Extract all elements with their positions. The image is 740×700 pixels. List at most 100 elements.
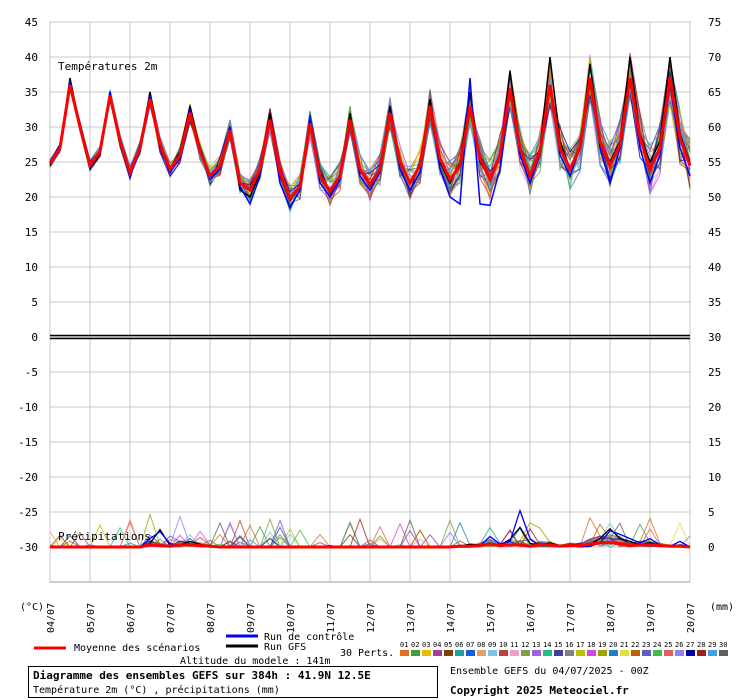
left-tick-label: 35 <box>25 86 38 99</box>
right-tick-label: 5 <box>708 506 715 519</box>
pert-number: 03 <box>422 641 430 649</box>
pert-swatch <box>708 650 717 656</box>
x-tick-label: 08/07 <box>206 603 217 633</box>
pert-swatch <box>675 650 684 656</box>
pert-number: 29 <box>708 641 716 649</box>
pert-swatch <box>532 650 541 656</box>
pert-swatch <box>433 650 442 656</box>
pert-swatch <box>510 650 519 656</box>
pert-number: 28 <box>697 641 705 649</box>
pert-swatch <box>620 650 629 656</box>
pert-swatch <box>697 650 706 656</box>
right-tick-label: 35 <box>708 296 721 309</box>
pert-number: 22 <box>631 641 639 649</box>
pert-swatch <box>543 650 552 656</box>
pert-number: 02 <box>411 641 419 649</box>
legend-perts-label: 30 Perts. <box>340 648 394 659</box>
altitude-label: Altitude du modele : 141m <box>180 656 331 667</box>
pert-swatch <box>477 650 486 656</box>
right-tick-label: 60 <box>708 121 721 134</box>
right-tick-label: 30 <box>708 331 721 344</box>
x-tick-label: 04/07 <box>46 603 57 633</box>
main-series <box>48 56 692 549</box>
x-tick-label: 14/07 <box>446 603 457 633</box>
left-tick-label: 25 <box>25 156 38 169</box>
pert-swatch <box>565 650 574 656</box>
pert-swatch <box>455 650 464 656</box>
right-tick-label: 0 <box>708 541 715 554</box>
left-tick-label: -10 <box>18 401 38 414</box>
x-tick-label: 06/07 <box>126 603 137 633</box>
right-tick-label: 70 <box>708 51 721 64</box>
left-tick-label: 40 <box>25 51 38 64</box>
pert-number: 18 <box>587 641 595 649</box>
pert-swatch <box>587 650 596 656</box>
left-tick-label: 15 <box>25 226 38 239</box>
x-tick-label: 09/07 <box>246 603 257 633</box>
pert-swatch <box>609 650 618 656</box>
right-tick-label: 25 <box>708 366 721 379</box>
legend-mean-label: Moyenne des scénarios <box>74 642 200 654</box>
pert-swatch <box>400 650 409 656</box>
pert-swatch <box>653 650 662 656</box>
legend: Moyenne des scénarios Run de contrôle Ru… <box>34 631 728 667</box>
pert-swatch <box>521 650 530 656</box>
right-tick-label: 10 <box>708 471 721 484</box>
x-axis-ticks: 04/07 05/07 06/07 07/07 08/07 09/07 10/07 11/07… <box>46 603 697 633</box>
legend-gfs-label: Run GFS <box>264 642 306 653</box>
right-tick-label: 65 <box>708 86 721 99</box>
pert-number: 01 <box>400 641 408 649</box>
pert-swatch <box>719 650 728 656</box>
copyright: Copyright 2025 Meteociel.fr <box>450 684 629 697</box>
pert-number: 09 <box>488 641 496 649</box>
pert-number: 21 <box>620 641 628 649</box>
panel-precip-label: Précipitations <box>58 530 151 543</box>
x-tick-label: 05/07 <box>86 603 97 633</box>
pert-swatch <box>598 650 607 656</box>
chart-subtitle: Température 2m (°C) , précipitations (mm… <box>33 685 280 696</box>
left-axis-ticks: 45 40 35 30 25 20 15 10 5 0 -5 -10 -15 -20 -25 -30 <box>18 16 38 554</box>
x-tick-label: 13/07 <box>406 603 417 633</box>
left-tick-label: 30 <box>25 121 38 134</box>
pert-number: 25 <box>664 641 672 649</box>
right-tick-label: 45 <box>708 226 721 239</box>
pert-swatch <box>422 650 431 656</box>
pert-swatch <box>664 650 673 656</box>
pert-number: 05 <box>444 641 452 649</box>
x-tick-label: 10/07 <box>286 603 297 633</box>
footer-box: Diagramme des ensembles GEFS sur 384h : … <box>28 666 438 698</box>
left-tick-label: 10 <box>25 261 38 274</box>
x-tick-label: 16/07 <box>526 603 537 633</box>
pert-number: 07 <box>466 641 474 649</box>
pert-number: 10 <box>499 641 507 649</box>
pert-number: 12 <box>521 641 529 649</box>
pert-swatch <box>488 650 497 656</box>
panel-temp-label: Températures 2m <box>58 60 158 73</box>
right-tick-label: 20 <box>708 401 721 414</box>
left-tick-label: -5 <box>25 366 38 379</box>
right-tick-label: 15 <box>708 436 721 449</box>
x-tick-label: 20/07 <box>686 603 697 633</box>
left-tick-label: 5 <box>31 296 38 309</box>
pert-number: 11 <box>510 641 518 649</box>
pert-swatch <box>576 650 585 656</box>
right-tick-label: 55 <box>708 156 721 169</box>
pert-number: 20 <box>609 641 617 649</box>
pert-number: 14 <box>543 641 551 649</box>
run-info: Ensemble GEFS du 04/07/2025 - 00Z <box>450 666 649 677</box>
x-tick-label: 12/07 <box>366 603 377 633</box>
pert-swatch <box>686 650 695 656</box>
pert-swatch <box>411 650 420 656</box>
x-tick-label: 17/07 <box>566 603 577 633</box>
right-tick-label: 40 <box>708 261 721 274</box>
mean-precip-line <box>50 541 691 549</box>
left-tick-label: 45 <box>25 16 38 29</box>
left-tick-label: 0 <box>31 331 38 344</box>
left-tick-label: -30 <box>18 541 38 554</box>
pert-number: 06 <box>455 641 463 649</box>
right-tick-label: 75 <box>708 16 721 29</box>
x-tick-label: 18/07 <box>606 603 617 633</box>
right-unit: (mm) <box>710 602 734 613</box>
